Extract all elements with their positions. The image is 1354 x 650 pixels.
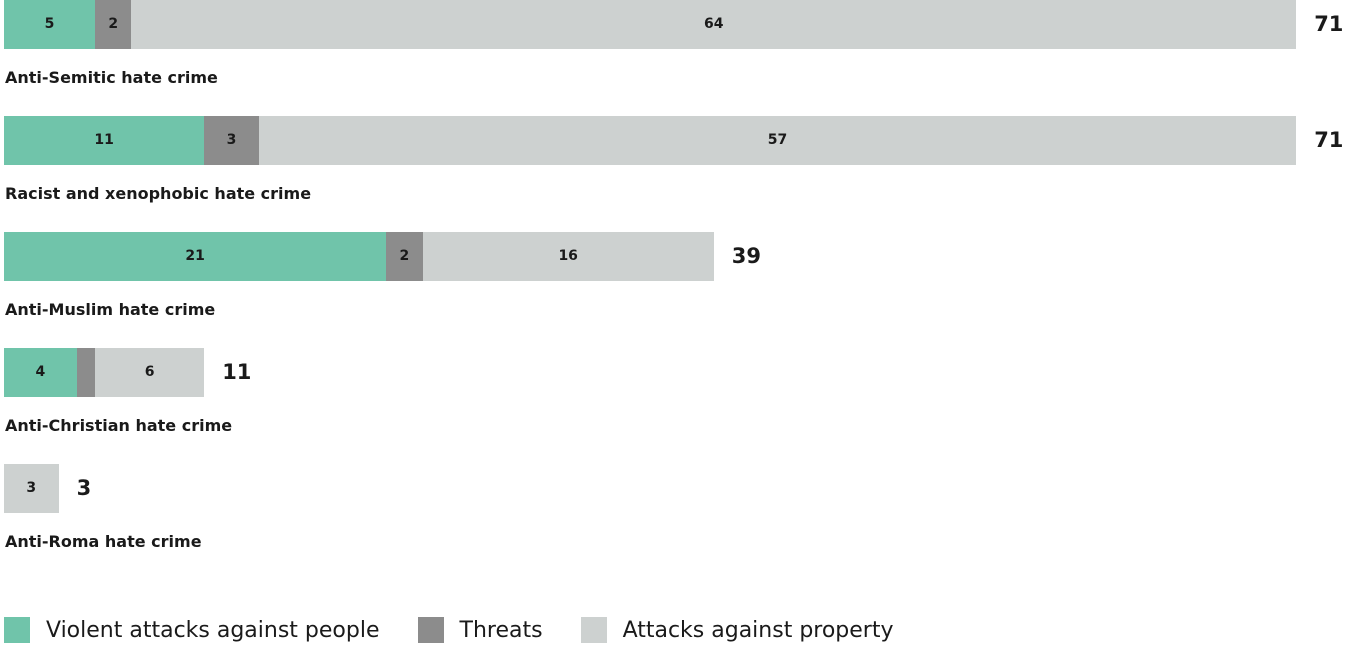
- bar-segment-anti-muslim-hate-crime-threats: [386, 232, 423, 281]
- bar-segment-anti-christian-hate-crime-violent-attacks-against-people: [4, 348, 77, 397]
- legend-swatch-threats: [417, 617, 444, 643]
- data-label-racist-and-xenophobic-hate-crime-attacks-against-property: 57: [767, 132, 788, 148]
- legend-item-violent-attacks: Violent attacks against people: [4, 617, 380, 643]
- data-label-anti-roma-hate-crime-attacks-against-property: 3: [26, 480, 37, 496]
- data-label-anti-muslim-hate-crime-threats: 2: [399, 248, 410, 264]
- bar-segment-anti-roma-hate-crime-attacks-against-property: [4, 464, 59, 513]
- legend-swatch-attacks-property: [580, 617, 607, 643]
- data-label-anti-christian-hate-crime-violent-attacks-against-people: 4: [35, 364, 46, 380]
- total-label-racist-and-xenophobic-hate-crime: 71: [1314, 128, 1344, 152]
- legend-label-threats: Threats: [459, 617, 543, 643]
- total-label-anti-roma-hate-crime: 3: [76, 476, 92, 500]
- data-label-anti-semitic-hate-crime-violent-attacks-against-people: 5: [44, 16, 55, 32]
- data-label-racist-and-xenophobic-hate-crime-threats: 3: [226, 132, 237, 148]
- data-label-anti-christian-hate-crime-attacks-against-property: 6: [144, 364, 155, 380]
- category-label-racist-and-xenophobic-hate-crime: Racist and xenophobic hate crime: [5, 184, 312, 203]
- legend: Violent attacks against people Threats A…: [4, 612, 932, 648]
- data-label-anti-semitic-hate-crime-threats: 2: [108, 16, 119, 32]
- category-label-anti-semitic-hate-crime: Anti-Semitic hate crime: [5, 68, 218, 87]
- bar-segment-anti-christian-hate-crime-attacks-against-property: [95, 348, 205, 397]
- bar-segment-racist-and-xenophobic-hate-crime-threats: [204, 116, 259, 165]
- legend-swatch-violent-attacks: [4, 617, 30, 643]
- bar-segment-racist-and-xenophobic-hate-crime-violent-attacks-against-people: [4, 116, 205, 165]
- category-label-anti-roma-hate-crime: Anti-Roma hate crime: [5, 532, 202, 551]
- bar-segment-anti-muslim-hate-crime-violent-attacks-against-people: [4, 232, 387, 281]
- total-label-anti-muslim-hate-crime: 39: [731, 244, 762, 268]
- bar-segment-anti-christian-hate-crime-threats: [76, 348, 95, 397]
- legend-label-attacks-property: Attacks against property: [622, 617, 894, 643]
- category-label-anti-christian-hate-crime: Anti-Christian hate crime: [5, 416, 233, 435]
- legend-item-threats: Threats: [417, 617, 543, 643]
- bar-segment-anti-semitic-hate-crime-threats: [95, 0, 132, 49]
- data-label-anti-muslim-hate-crime-attacks-against-property: 16: [558, 248, 578, 264]
- bar-segment-racist-and-xenophobic-hate-crime-attacks-against-property: [258, 116, 1297, 165]
- legend-label-violent-attacks: Violent attacks against people: [46, 617, 380, 643]
- bar-segment-anti-semitic-hate-crime-violent-attacks-against-people: [4, 0, 95, 49]
- total-label-anti-christian-hate-crime: 11: [222, 360, 252, 384]
- data-label-anti-muslim-hate-crime-violent-attacks-against-people: 21: [185, 248, 205, 264]
- category-label-anti-muslim-hate-crime: Anti-Muslim hate crime: [5, 300, 216, 319]
- total-label-anti-semitic-hate-crime: 71: [1314, 12, 1344, 36]
- legend-item-attacks-property: Attacks against property: [580, 617, 894, 643]
- bar-segment-anti-semitic-hate-crime-attacks-against-property: [131, 0, 1297, 49]
- data-label-racist-and-xenophobic-hate-crime-violent-attacks-against-people: 11: [94, 132, 114, 148]
- bar-segment-anti-muslim-hate-crime-attacks-against-property: [422, 232, 714, 281]
- data-label-anti-semitic-hate-crime-attacks-against-property: 64: [704, 16, 724, 32]
